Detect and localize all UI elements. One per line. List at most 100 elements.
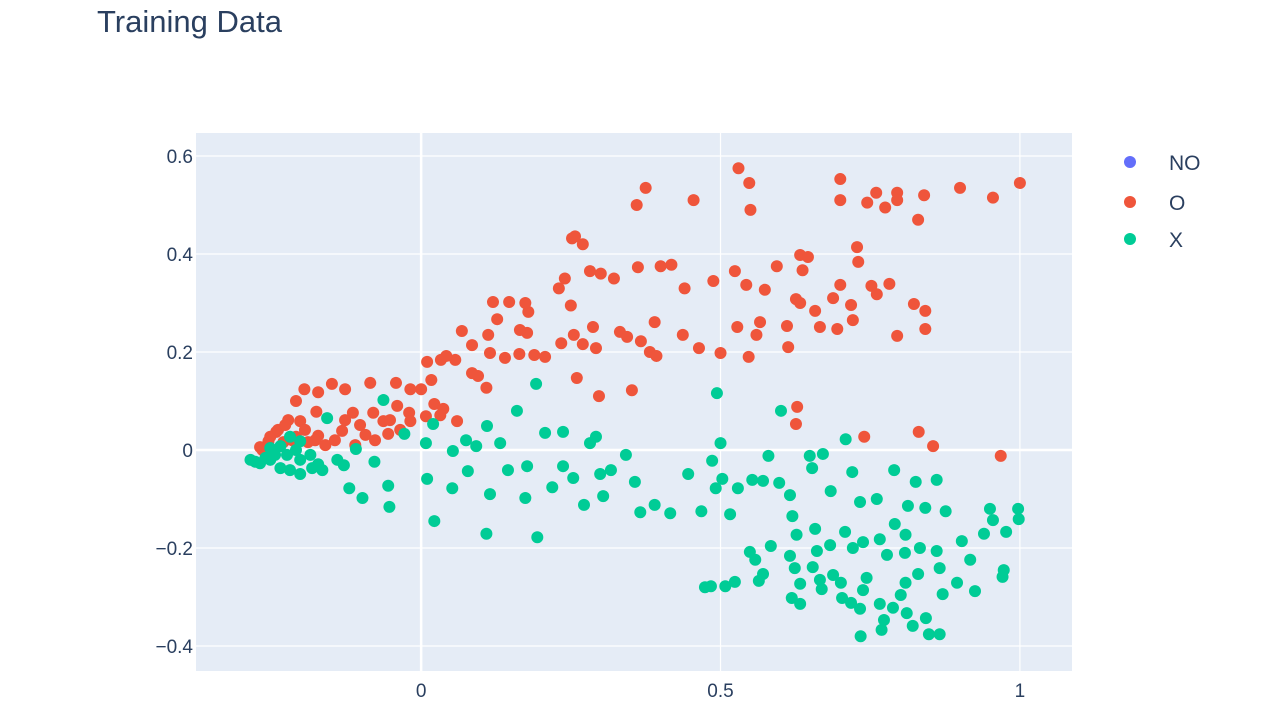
point-x — [909, 475, 922, 488]
point-x — [986, 514, 999, 527]
point-x — [501, 464, 514, 477]
point-o — [750, 328, 763, 341]
point-x — [704, 580, 717, 593]
point-x — [264, 442, 277, 455]
point-x — [259, 451, 272, 464]
point-x — [785, 591, 798, 604]
point-o — [382, 427, 395, 440]
point-x — [481, 420, 494, 433]
point-o — [346, 406, 359, 419]
point-o — [298, 423, 311, 436]
point-o — [740, 278, 753, 291]
point-o — [891, 194, 904, 207]
point-o — [279, 419, 292, 432]
point-o — [421, 355, 434, 368]
point-x — [774, 404, 787, 417]
y-tick-label: 0.2 — [167, 343, 193, 364]
point-x — [304, 448, 317, 461]
point-x — [794, 597, 807, 610]
point-o — [728, 265, 741, 278]
point-x — [757, 474, 770, 487]
point-x — [922, 628, 935, 641]
point-o — [354, 419, 367, 432]
point-x — [845, 596, 858, 609]
point-o — [583, 265, 596, 278]
point-o — [359, 428, 372, 441]
point-x — [682, 468, 695, 481]
point-x — [870, 493, 883, 506]
point-x — [510, 404, 523, 417]
x-tick-label: 0.5 — [707, 681, 733, 702]
legend[interactable]: NO OX — [1124, 152, 1201, 252]
y-tick-label: −0.4 — [155, 637, 193, 658]
point-x — [382, 479, 395, 492]
point-x — [955, 535, 968, 548]
point-x — [321, 412, 334, 425]
point-o — [564, 299, 577, 312]
point-x — [619, 448, 632, 461]
point-o — [339, 414, 352, 427]
point-x — [470, 440, 483, 453]
point-o — [954, 181, 967, 194]
point-o — [1013, 176, 1026, 189]
point-o — [834, 194, 847, 207]
point-x — [894, 589, 907, 602]
point-x — [839, 525, 852, 538]
point-o — [440, 349, 453, 362]
point-x — [809, 522, 822, 535]
point-o — [813, 321, 826, 334]
point-o — [491, 313, 504, 326]
point-x — [846, 466, 859, 479]
point-x — [857, 536, 870, 549]
point-x — [519, 492, 532, 505]
point-o — [648, 316, 661, 329]
point-o — [665, 258, 678, 271]
point-o — [654, 260, 667, 273]
point-o — [796, 264, 809, 277]
point-x — [446, 444, 459, 457]
point-x — [460, 434, 473, 447]
point-o — [846, 314, 859, 327]
point-o — [919, 322, 932, 335]
point-o — [834, 278, 847, 291]
point-o — [364, 376, 377, 389]
point-o — [634, 335, 647, 348]
point-o — [328, 434, 341, 447]
point-o — [539, 350, 552, 363]
point-x — [919, 612, 932, 625]
point-x — [898, 546, 911, 559]
point-o — [678, 282, 691, 295]
point-x — [714, 437, 727, 450]
point-o — [891, 329, 904, 342]
point-o — [558, 272, 571, 285]
legend-item-x[interactable]: X — [1124, 229, 1183, 252]
point-o — [298, 383, 311, 396]
point-x — [899, 528, 912, 541]
point-x — [731, 482, 744, 495]
legend-item-no[interactable]: NO — [1124, 152, 1201, 175]
point-o — [907, 298, 920, 311]
point-x — [827, 568, 840, 581]
legend-marker — [1124, 233, 1136, 245]
point-x — [968, 585, 981, 598]
point-x — [746, 473, 759, 486]
point-o — [567, 328, 580, 341]
point-o — [794, 297, 807, 310]
point-o — [845, 298, 858, 311]
point-x — [854, 602, 867, 615]
point-o — [714, 347, 727, 360]
point-x — [284, 430, 297, 443]
point-x — [839, 433, 852, 446]
point-x — [783, 549, 796, 562]
point-o — [630, 199, 643, 212]
point-o — [912, 213, 925, 226]
legend-item-o[interactable]: O — [1124, 192, 1185, 215]
point-o — [449, 353, 462, 366]
point-o — [858, 430, 871, 443]
point-x — [719, 580, 732, 593]
point-x — [530, 377, 543, 390]
point-o — [336, 424, 349, 437]
point-x — [331, 453, 344, 466]
point-o — [639, 181, 652, 194]
grid-lines — [196, 133, 1072, 671]
